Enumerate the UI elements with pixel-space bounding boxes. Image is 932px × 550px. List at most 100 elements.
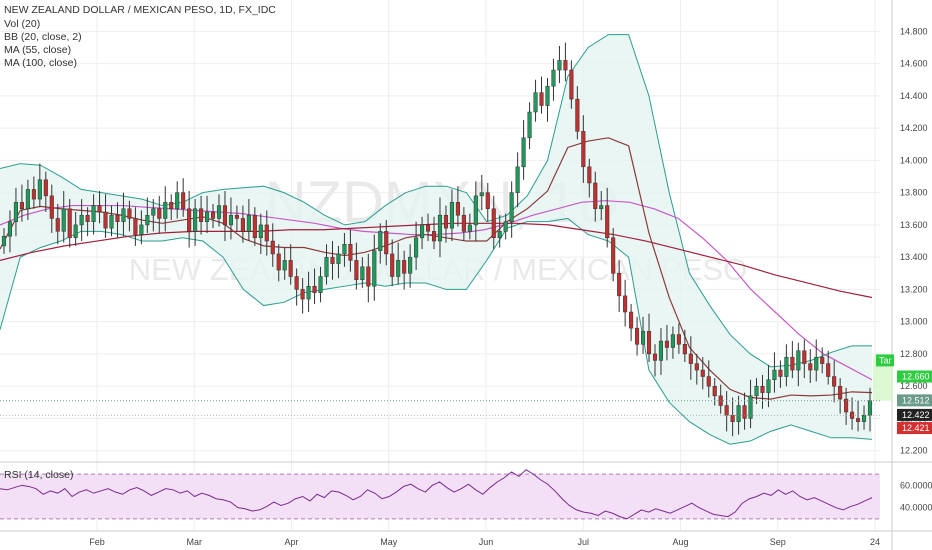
candle-body: [867, 400, 873, 416]
candle-body: [210, 211, 216, 219]
candle-body: [31, 189, 36, 200]
candle-body: [318, 276, 323, 293]
price-tag-label: 12.421: [902, 423, 930, 433]
candle-body: [497, 231, 502, 239]
candle-body: [652, 353, 658, 361]
candle-body: [640, 331, 646, 345]
candle-body: [706, 376, 711, 387]
time-tick-label: Jun: [479, 537, 494, 547]
target-label-bg: [876, 354, 894, 367]
candle-body: [605, 205, 610, 239]
price-tick-label: 13.600: [900, 220, 928, 230]
indicator-ma100[interactable]: MA (100, close): [4, 57, 77, 69]
candle-body: [175, 192, 180, 210]
candle-body: [282, 260, 287, 271]
price-tick-label: 14.600: [900, 59, 928, 69]
time-tick-label: Apr: [284, 537, 298, 547]
candle-body: [115, 214, 120, 222]
candle-body: [342, 244, 347, 255]
candle-body: [766, 379, 771, 393]
candle-body: [539, 92, 544, 106]
candle-body: [646, 331, 652, 355]
candle-body: [300, 289, 305, 300]
candle-body: [832, 376, 837, 387]
candle-body: [790, 356, 795, 371]
candle-body: [139, 224, 144, 235]
candle-body: [216, 205, 222, 219]
price-tick-label: 14.400: [900, 91, 928, 101]
candle-body: [1, 235, 7, 247]
time-tick-label: 24: [870, 537, 880, 547]
candlestick-series: [1, 42, 873, 437]
candle-body: [157, 208, 162, 219]
candle-body: [515, 166, 520, 193]
rsi-label[interactable]: RSI (14, close): [4, 469, 74, 481]
candle-body: [205, 211, 210, 222]
candle-body: [360, 266, 365, 280]
indicator-ma55[interactable]: MA (55, close): [4, 44, 72, 56]
candle-body: [133, 218, 138, 235]
price-tick-label: 14.200: [900, 123, 928, 133]
candle-body: [844, 398, 849, 413]
price-tags: Tar 12.660 12.512 12.422 12.421: [0, 354, 932, 435]
candle-body: [408, 256, 413, 274]
time-tick-label: May: [380, 537, 398, 547]
candle-body: [187, 208, 192, 232]
time-tick-label: Sep: [770, 537, 786, 547]
candle-body: [312, 285, 317, 293]
candle-body: [431, 231, 437, 242]
candle-body: [485, 192, 490, 210]
candle-body: [856, 418, 861, 422]
candle-body: [354, 260, 359, 280]
candle-body: [664, 340, 669, 348]
candle-body: [121, 208, 126, 222]
candle-body: [252, 214, 257, 239]
candle-body: [228, 214, 234, 226]
candle-body: [324, 256, 329, 277]
indicator-bb[interactable]: BB (20, close, 2): [4, 31, 82, 43]
indicator-vol[interactable]: Vol (20): [4, 18, 41, 30]
candle-body: [551, 69, 556, 87]
candle-body: [814, 356, 819, 371]
candle-body: [491, 208, 496, 239]
candle-body: [861, 414, 867, 422]
candle-body: [748, 395, 753, 419]
rsi-pane: [0, 469, 880, 520]
candle-body: [449, 202, 454, 229]
candle-body: [599, 205, 604, 210]
candle-body: [593, 182, 598, 210]
candle-body: [234, 214, 239, 219]
candle-body: [754, 385, 759, 397]
price-tick-label: 12.200: [900, 446, 928, 456]
price-tag-bg: [897, 422, 932, 435]
candle-body: [55, 218, 60, 232]
candle-body: [49, 195, 54, 219]
candle-body: [569, 69, 574, 100]
candle-body: [13, 202, 18, 222]
candle-body: [629, 311, 634, 329]
price-tick-label: 13.800: [900, 188, 928, 198]
candle-body: [246, 214, 251, 232]
candle-body: [264, 224, 269, 242]
candle-body: [724, 405, 729, 416]
candle-body: [19, 202, 24, 210]
candle-body: [402, 260, 407, 274]
price-tag-label: 12.422: [902, 410, 930, 420]
ma100-line: [0, 222, 873, 299]
candle-body: [306, 285, 311, 300]
price-tag-bg: [897, 408, 932, 421]
candle-body: [240, 218, 245, 232]
candle-body: [682, 344, 687, 355]
candle-body: [288, 260, 293, 277]
candle-body: [575, 98, 580, 132]
candle-body: [796, 350, 801, 371]
candle-body: [163, 202, 168, 219]
price-tick-label: 13.000: [900, 317, 928, 327]
time-tick-label: Feb: [89, 537, 105, 547]
price-tag-label: 12.512: [902, 395, 930, 405]
candle-body: [43, 179, 48, 197]
target-zone: [873, 355, 893, 401]
candle-body: [366, 266, 371, 287]
candle-body: [330, 256, 335, 264]
